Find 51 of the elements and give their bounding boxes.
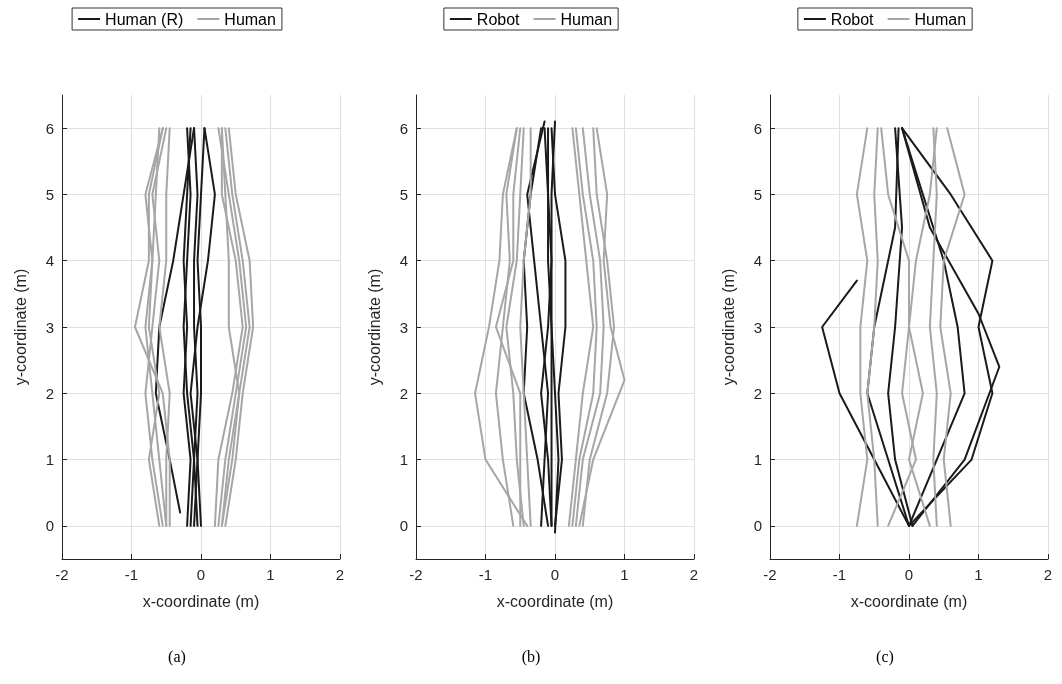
y-tick-label: 0 [399, 517, 408, 535]
y-tick-label: 3 [45, 318, 54, 336]
x-axis-title: x-coordinate (m) [142, 592, 260, 610]
y-tick-label: 2 [45, 384, 54, 402]
y-tick-label: 4 [753, 252, 762, 270]
y-tick-label: 6 [45, 119, 54, 137]
legend-label: Human [914, 10, 967, 28]
x-tick-label: -1 [478, 566, 493, 583]
y-tick-label: 6 [399, 119, 408, 137]
x-tick-label: 2 [1043, 566, 1053, 583]
x-tick-label: 1 [620, 566, 629, 583]
x-tick-label: 0 [904, 566, 914, 583]
x-axis-title: x-coordinate (m) [850, 592, 968, 610]
y-tick-label: 4 [45, 252, 54, 270]
legend-label: Robot [476, 10, 521, 28]
x-tick-label: 0 [196, 566, 206, 583]
legend-label: Human (R) [105, 10, 184, 28]
x-axis-title: x-coordinate (m) [496, 592, 614, 610]
text: (c) [876, 647, 894, 666]
y-tick-label: 5 [753, 185, 762, 203]
x-tick-label: -2 [55, 566, 69, 583]
y-tick-label: 1 [45, 451, 54, 469]
text: (b) [521, 647, 541, 666]
y-tick-label: 3 [753, 318, 762, 336]
y-tick-label: 0 [753, 517, 762, 535]
legend-label: Robot [830, 10, 875, 28]
x-tick-label: 2 [689, 566, 699, 583]
y-tick-label: 1 [399, 451, 408, 469]
legend-label: Human [224, 10, 276, 28]
x-tick-label: 1 [266, 566, 275, 583]
y-tick-label: 2 [399, 384, 408, 402]
x-tick-label: 2 [335, 566, 345, 583]
y-tick-label: 4 [399, 252, 408, 270]
x-tick-label: -1 [832, 566, 847, 583]
y-axis-title: y-coordinate (m) [11, 268, 29, 386]
x-tick-label: 1 [974, 566, 983, 583]
x-tick-label: -1 [124, 566, 139, 583]
y-tick-label: 6 [753, 119, 762, 137]
x-tick-label: -2 [409, 566, 423, 583]
y-axis-title: y-coordinate (m) [365, 268, 383, 386]
y-tick-label: 2 [753, 384, 762, 402]
x-tick-label: 0 [550, 566, 560, 583]
text: (a) [168, 647, 186, 666]
y-tick-label: 5 [399, 185, 408, 203]
y-tick-label: 1 [753, 451, 762, 469]
x-tick-label: -2 [763, 566, 777, 583]
y-tick-label: 5 [45, 185, 54, 203]
legend-label: Human [560, 10, 613, 28]
y-axis-title: y-coordinate (m) [719, 268, 737, 386]
y-tick-label: 0 [45, 517, 54, 535]
y-tick-label: 3 [399, 318, 408, 336]
